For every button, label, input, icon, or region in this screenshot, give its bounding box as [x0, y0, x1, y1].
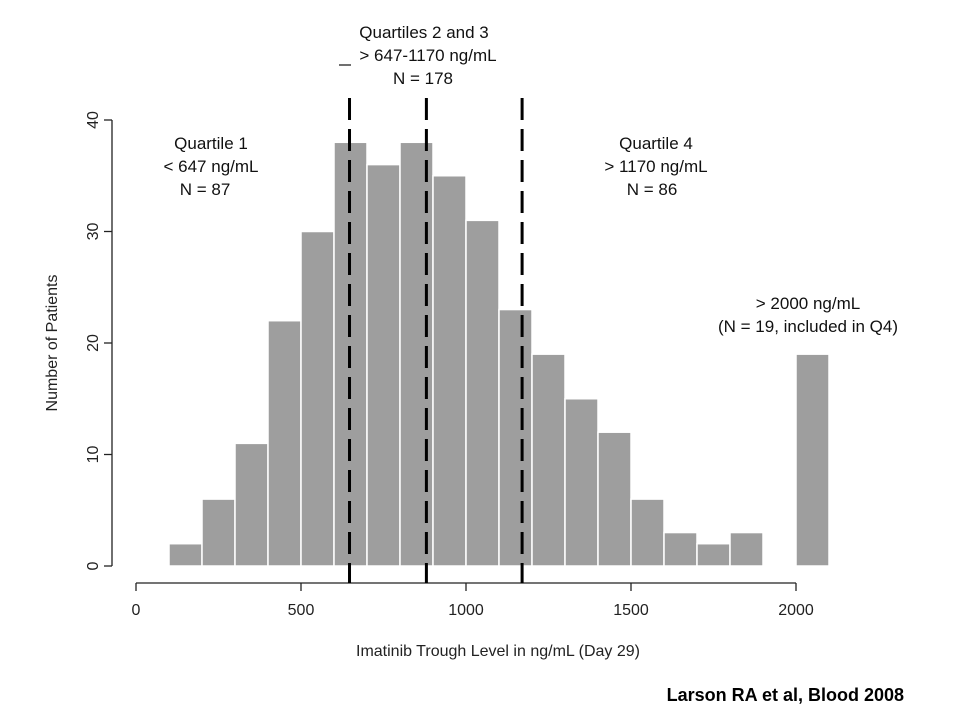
- histogram-bar: [201, 498, 236, 567]
- y-tick-label: 40: [85, 111, 102, 129]
- annotation-line: > 1170 ng/mL: [604, 157, 707, 176]
- y-tick-label: 20: [85, 334, 102, 352]
- histogram-bar: [432, 175, 467, 567]
- x-ticks-group: 0 500 1000 1500 2000: [132, 583, 814, 619]
- y-axis-label: Number of Patients: [44, 275, 61, 412]
- histogram-bar: [498, 308, 533, 567]
- histogram-bar: [267, 319, 302, 567]
- histogram-bar: [300, 230, 335, 567]
- histogram-bar: [531, 353, 566, 567]
- histogram-bar: [399, 141, 434, 567]
- x-axis-label: Imatinib Trough Level in ng/mL (Day 29): [356, 643, 640, 660]
- histogram-bar: [630, 498, 665, 567]
- annotation-line: N = 86: [627, 180, 678, 199]
- annotation-line: (N = 19, included in Q4): [718, 317, 898, 336]
- annotation-quartiles-2-3: Quartiles 2 and 3 > 647-1170 ng/mL N = 1…: [339, 23, 497, 88]
- annotation-line: Quartile 1: [174, 134, 248, 153]
- citation: Larson RA et al, Blood 2008: [666, 685, 904, 705]
- histogram-bar: [729, 531, 764, 567]
- bars-group: [168, 141, 830, 567]
- histogram-bar: [597, 431, 632, 567]
- y-tick-label: 0: [85, 561, 102, 570]
- annotation-line: < 647 ng/mL: [164, 157, 259, 176]
- histogram-bar: [465, 219, 500, 567]
- y-ticks-group: 0 10 20 30 40: [85, 111, 112, 570]
- annotation-line: Quartile 4: [619, 134, 693, 153]
- quartile-cutoff-lines: [348, 98, 524, 583]
- histogram-bar: [663, 531, 698, 567]
- annotation-quartile-4: Quartile 4 > 1170 ng/mL N = 86: [604, 134, 707, 199]
- annotation-quartile-1: Quartile 1 < 647 ng/mL N = 87: [164, 134, 259, 199]
- histogram-bar: [168, 542, 203, 567]
- histogram-bar: [696, 542, 731, 567]
- histogram-bar: [234, 442, 269, 567]
- x-tick-label: 2000: [778, 602, 814, 619]
- annotation-line: N = 178: [393, 69, 453, 88]
- annotation-line: Quartiles 2 and 3: [359, 23, 488, 42]
- y-tick-label: 10: [85, 446, 102, 464]
- annotation-over-2000: > 2000 ng/mL (N = 19, included in Q4): [718, 294, 898, 336]
- histogram-bar: [366, 163, 401, 567]
- x-tick-label: 0: [132, 602, 141, 619]
- histogram-bar: [795, 353, 830, 567]
- histogram-bar: [564, 398, 599, 567]
- y-tick-label: 30: [85, 223, 102, 241]
- x-tick-label: 1500: [613, 602, 649, 619]
- annotation-line: N = 87: [180, 180, 231, 199]
- x-tick-label: 500: [288, 602, 315, 619]
- annotation-line: > 2000 ng/mL: [756, 294, 860, 313]
- annotation-line: > 647-1170 ng/mL: [359, 46, 496, 65]
- x-tick-label: 1000: [448, 602, 484, 619]
